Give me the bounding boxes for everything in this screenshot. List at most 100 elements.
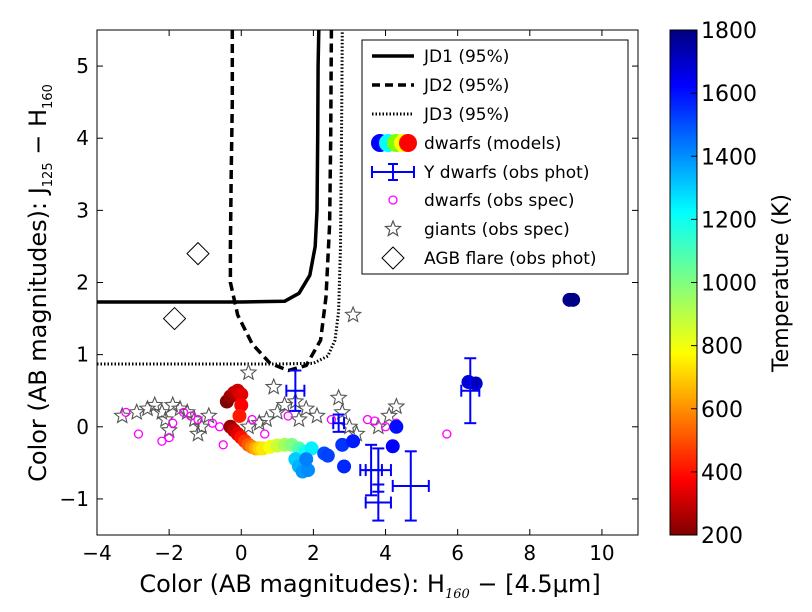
y-tick-label: 5 <box>76 54 89 78</box>
obs-spec-point <box>157 436 167 446</box>
legend-jd1-label: JD1 (95%) <box>423 47 509 67</box>
giant-point <box>290 410 308 428</box>
y-tick-label: 1 <box>76 343 89 367</box>
giant-point <box>138 399 157 417</box>
model-point <box>337 459 352 474</box>
giant-point <box>257 410 276 428</box>
obs-spec-point <box>207 418 218 428</box>
colorbar-tick-label: 1600 <box>701 82 757 107</box>
giant-point <box>199 406 218 424</box>
obs-spec-point <box>218 440 228 450</box>
giant-point <box>127 402 146 420</box>
curve-jd2 <box>228 30 334 373</box>
giant-point <box>297 399 316 417</box>
x-axis-label: Color (AB magnitudes): H160 − [4.5μm] <box>139 570 600 602</box>
model-point <box>300 463 315 478</box>
x-tick-label: 4 <box>379 541 392 565</box>
colorbar-label: Temperature (K) <box>769 194 794 373</box>
x-tick-label: 2 <box>307 541 320 565</box>
x-tick-label: 10 <box>589 541 614 565</box>
obs-spec-point <box>260 429 270 439</box>
model-point <box>299 452 314 467</box>
obs-spec-point <box>193 414 203 425</box>
obs-spec-point <box>442 429 452 439</box>
colorbar-tick-label: 1200 <box>701 208 757 233</box>
model-point <box>335 437 350 452</box>
giant-point <box>344 305 363 323</box>
giant-point <box>163 395 182 413</box>
y-tick-label: 4 <box>76 126 89 150</box>
giant-point <box>152 402 171 420</box>
legend-jd3-label: JD3 (95%) <box>423 105 509 125</box>
legend-agb-label: AGB flare (obs phot) <box>424 249 597 269</box>
giant-point <box>239 417 258 435</box>
legend-models-marker <box>371 134 417 152</box>
obs-spec-point <box>370 416 380 426</box>
giant-point <box>264 377 283 395</box>
giant-point <box>333 402 352 420</box>
legend-models-label: dwarfs (models) <box>424 134 561 154</box>
y-dwarf-point <box>332 413 346 433</box>
y-axis: −1 0 1 2 3 4 5 <box>60 54 638 511</box>
model-point <box>232 408 247 423</box>
y-tick-label: −1 <box>60 487 89 511</box>
giant-point <box>380 406 399 424</box>
giant-point <box>250 413 269 431</box>
giant-point <box>387 397 406 415</box>
x-tick-label: −4 <box>82 541 111 565</box>
giant-point <box>307 406 327 424</box>
legend-giants-label: giants (obs spec) <box>424 220 570 240</box>
model-point <box>234 387 249 402</box>
y-dwarf-point <box>391 450 430 522</box>
giant-point <box>185 410 204 428</box>
y-tick-label: 0 <box>76 415 89 439</box>
curves-layer <box>97 30 344 373</box>
model-point <box>234 398 249 413</box>
x-tick-label: −2 <box>154 541 183 565</box>
obs-spec-point <box>326 414 337 425</box>
model-point <box>304 441 319 456</box>
x-tick-label: 8 <box>523 541 536 565</box>
x-tick-label: 6 <box>451 541 464 565</box>
legend-jd2-label: JD2 (95%) <box>423 76 509 96</box>
giant-point <box>192 417 211 435</box>
colorbar-tick-label: 800 <box>701 335 743 360</box>
y-dwarf-point <box>460 357 481 425</box>
giant-point <box>239 363 258 381</box>
x-tick-label: 0 <box>235 541 248 565</box>
obs-spec-point <box>121 407 131 418</box>
y-tick-label: 3 <box>76 198 89 222</box>
giant-point <box>113 406 132 424</box>
model-point <box>566 292 581 307</box>
y-dwarfs-layer <box>285 357 481 522</box>
agb-point <box>162 306 187 331</box>
obs-spec-point <box>178 407 189 418</box>
giant-point <box>275 395 294 413</box>
colorbar-tick-label: 1000 <box>701 272 757 297</box>
colorbar-tick-label: 1400 <box>701 145 757 170</box>
y-dwarf-point <box>364 483 392 522</box>
model-point <box>389 419 404 434</box>
colorbar-tick-label: 600 <box>701 398 743 423</box>
obs-spec-point <box>247 414 257 425</box>
legend-obsspec-marker <box>388 195 398 205</box>
models-layer <box>219 292 581 479</box>
obs-spec-point <box>186 411 196 421</box>
legend: JD1 (95%) JD2 (95%) JD3 (95%) dwarfs (mo… <box>361 39 629 275</box>
colorbar-ticks: 200 400 600 800 1000 1200 1400 1600 1800 <box>691 19 757 549</box>
curve-jd3 <box>97 30 344 366</box>
agb-layer <box>162 241 210 331</box>
giant-point <box>156 410 175 428</box>
legend-yphot-label: Y dwarfs (obs phot) <box>423 163 589 183</box>
legend-yphot-marker <box>371 163 415 181</box>
colorbar-tick-label: 1800 <box>701 19 757 44</box>
colorbar-tick-label: 200 <box>701 524 743 549</box>
y-axis-label: Color (AB magnitudes): J125 − H160 <box>24 84 56 482</box>
model-point <box>385 439 400 454</box>
legend-agb-marker <box>381 246 405 270</box>
obs-spec-point <box>283 411 293 421</box>
giant-point <box>188 424 208 442</box>
legend-giants-marker <box>383 219 403 237</box>
model-point <box>320 448 335 463</box>
